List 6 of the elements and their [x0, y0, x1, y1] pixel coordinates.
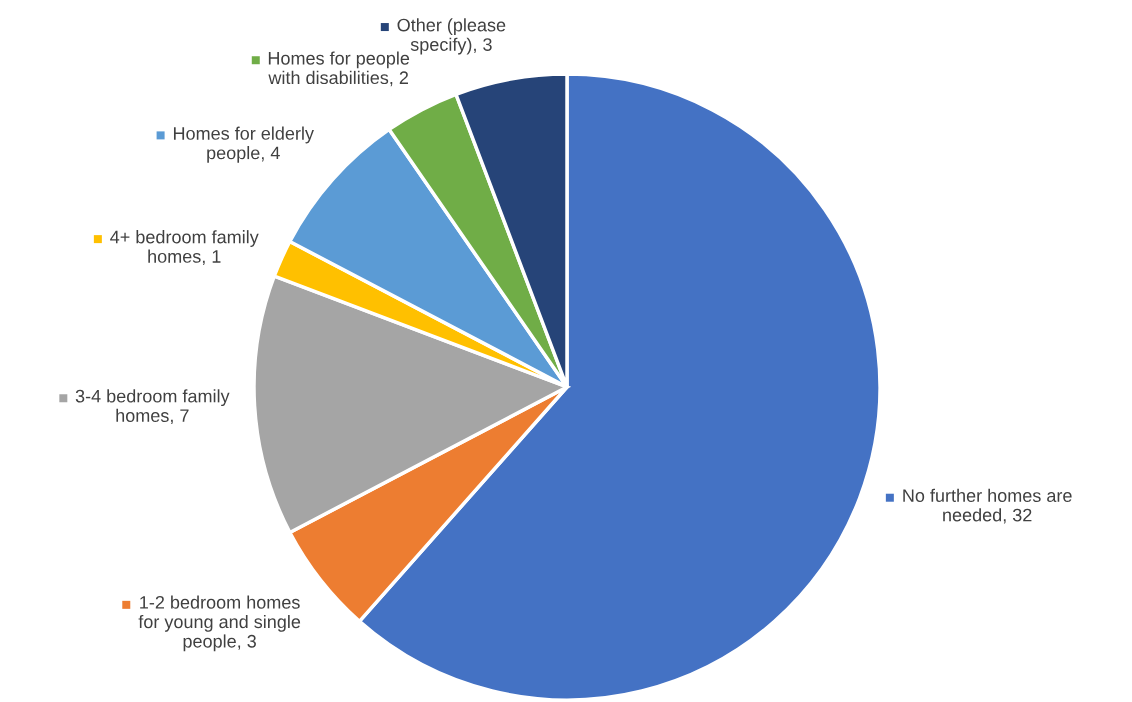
legend-label: 3-4 bedroom family homes, 7 [75, 389, 230, 425]
legend-label: Homes for elderly people, 4 [173, 126, 314, 163]
legend-label: No further homes are needed, 32 [903, 488, 1072, 524]
legend-label: Homes for people with disabilities, 2 [268, 51, 410, 87]
legend-label: 4+ bedroom family homes, 1 [110, 230, 259, 265]
legend-label: 1-2 bedroom homes for young and single people, 3 [138, 595, 301, 652]
